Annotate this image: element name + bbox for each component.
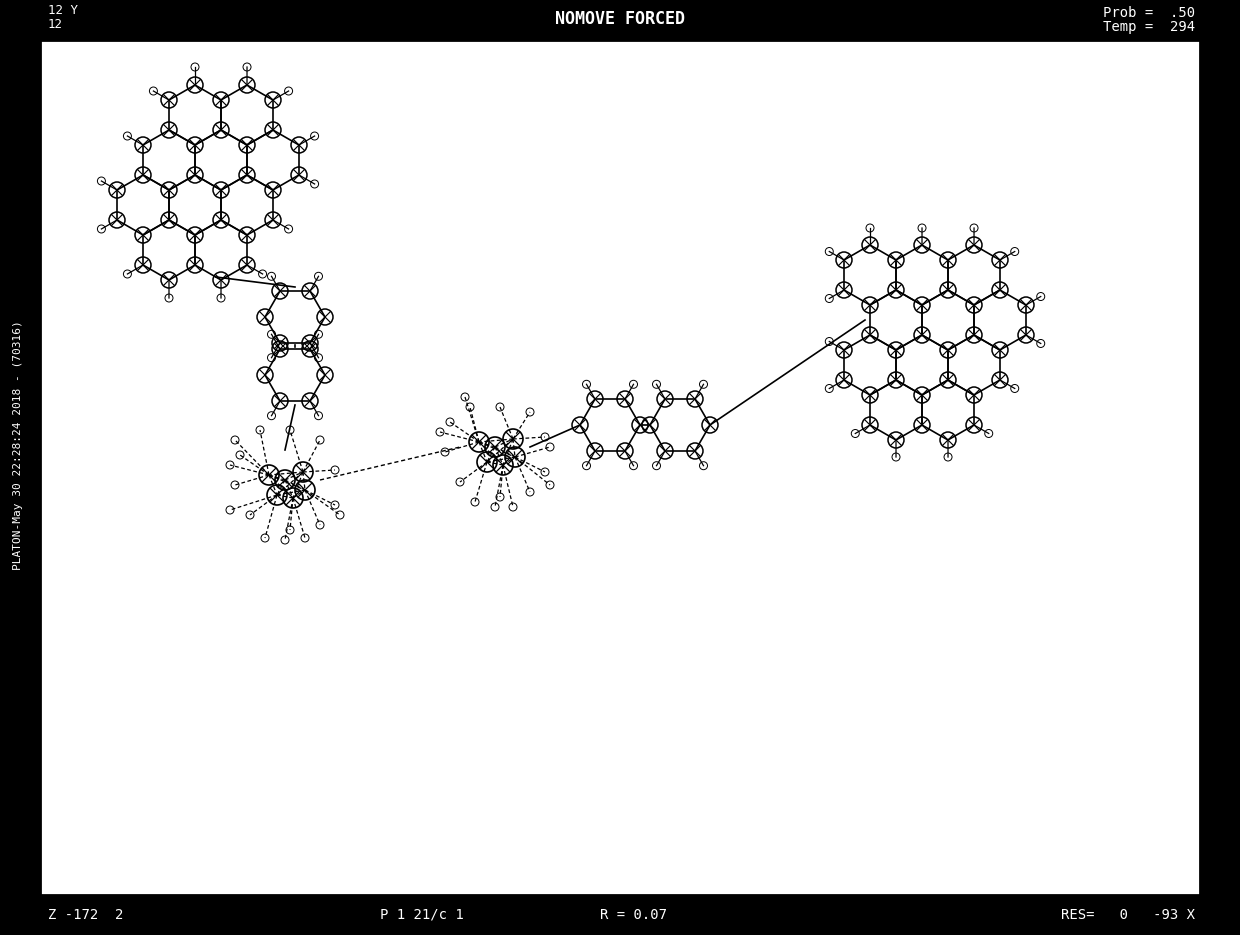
Text: R = 0.07: R = 0.07: [600, 908, 667, 922]
Text: 12 Y: 12 Y: [48, 5, 78, 18]
Text: Temp =  294: Temp = 294: [1102, 20, 1195, 34]
Text: Prob =  .50: Prob = .50: [1102, 6, 1195, 20]
Text: 12: 12: [48, 19, 63, 32]
Text: P 1 21/c 1: P 1 21/c 1: [379, 908, 464, 922]
Bar: [0, 0, 1240, 40]
Text: RES=   0   -93 X: RES= 0 -93 X: [1061, 908, 1195, 922]
Text: Z -172  2: Z -172 2: [48, 908, 123, 922]
Bar: [0, 895, 1240, 935]
Bar: [0, 0, 40, 935]
Bar: [1200, 0, 1240, 935]
Text: NOMOVE FORCED: NOMOVE FORCED: [556, 10, 684, 28]
Text: PLATON-May 30 22:28:24 2018 - (70316): PLATON-May 30 22:28:24 2018 - (70316): [12, 320, 24, 569]
